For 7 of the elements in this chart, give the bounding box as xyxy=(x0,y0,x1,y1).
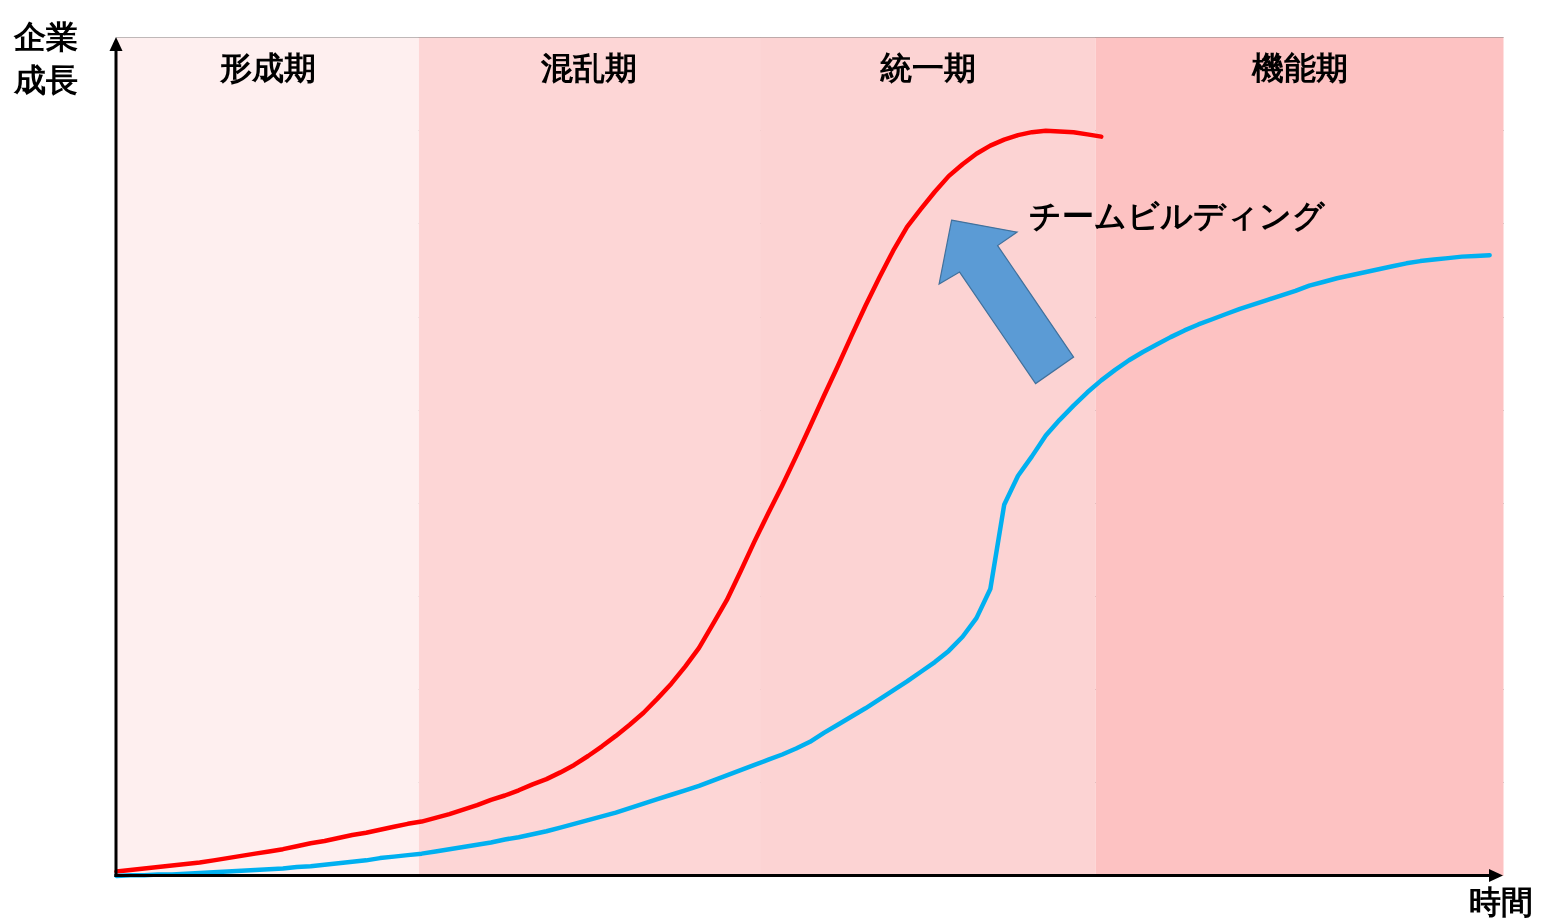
text: 混乱期 xyxy=(540,49,638,86)
text: 形成期 xyxy=(218,49,316,86)
annotation: チームビルディング xyxy=(1029,198,1327,235)
text: 統一期 xyxy=(878,49,976,86)
x-axis-title: 時間 xyxy=(1468,884,1533,920)
y-axis-title: 企業成長 xyxy=(12,18,78,98)
text: 機能期 xyxy=(1250,49,1348,86)
